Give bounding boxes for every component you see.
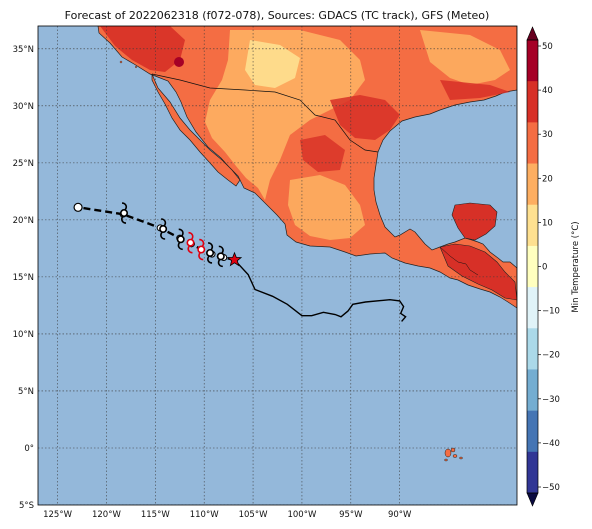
lon-tick-label: 95°W (339, 510, 363, 520)
colorbar-tick-label: 50 (542, 42, 553, 52)
storm-symbol-icon (120, 202, 129, 224)
zone-cooler-central (288, 175, 365, 240)
storm-symbol-icon (206, 242, 215, 264)
zone-extreme-hot-spot (174, 57, 184, 67)
map-plot-area (38, 26, 517, 505)
colorbar-tick-label: 40 (542, 86, 553, 96)
colorbar-tick-label: −30 (542, 395, 560, 405)
lon-tick-label: 125°W (43, 510, 72, 520)
map-title: Forecast of 2022062318 (f072-078), Sourc… (65, 9, 490, 22)
lat-tick-label: 35°N (13, 45, 34, 55)
land-baja-california (151, 73, 241, 187)
colorbar-tick-label: −20 (542, 351, 560, 361)
colorbar-label: Min Temperature (°C) (571, 221, 581, 312)
lon-tick-label: 105°W (239, 510, 268, 520)
land-central-america (439, 243, 517, 301)
zone-cooler-highlands (205, 30, 365, 200)
lat-tick-label: 15°N (13, 273, 34, 283)
track-markers (73, 202, 243, 267)
lon-tick-label: 115°W (141, 510, 170, 520)
colorbar-segment (527, 328, 538, 370)
zone-hot-west (100, 26, 185, 72)
colorbar-tick-label: 0 (542, 263, 547, 273)
lat-tick-label: 30°N (13, 102, 34, 112)
lat-tick-label: 0° (24, 444, 34, 454)
lon-tick-label: 90°W (388, 510, 412, 520)
colorbar-segment (527, 40, 538, 82)
current-position-star-icon (226, 251, 243, 267)
lon-tick-label: 120°W (92, 510, 121, 520)
lon-tick-label: 100°W (287, 510, 316, 520)
map-gridlines (38, 26, 517, 505)
colorbar-segment (527, 410, 538, 453)
storm-symbol-icon (197, 238, 206, 261)
colorbar-segment (527, 163, 538, 206)
colorbar-tick-label: −40 (542, 439, 560, 449)
colorbar-segment (527, 122, 538, 164)
colorbar-segment (527, 81, 538, 123)
lon-tick-label: 110°W (190, 510, 219, 520)
storm-symbols (120, 202, 225, 268)
lat-tick-label: 20°N (13, 216, 34, 226)
lat-tick-label: 5°S (19, 501, 34, 511)
zone-hot-east (440, 80, 510, 100)
observed-track-line (233, 259, 407, 322)
colorbar-max-arrow (526, 26, 539, 41)
latitude-tick-labels: 35°N 30°N 25°N 20°N 15°N 10°N 5°N 0° 5°S (13, 45, 34, 511)
storm-symbol-icon (176, 228, 185, 251)
colorbar-tick-label: 30 (542, 130, 553, 140)
colorbar-segment (527, 451, 538, 494)
zone-mild (245, 40, 300, 88)
colorbar-segment (527, 369, 538, 411)
colorbar-tick-label: −10 (542, 307, 560, 317)
colorbar-min-arrow (526, 492, 539, 507)
revillagigedo-islands (119, 60, 137, 68)
colorbar-segment (527, 204, 538, 247)
colorbar-tick-label: −50 (542, 483, 560, 493)
track-end-point (73, 202, 83, 212)
lat-tick-label: 5°N (18, 387, 34, 397)
border-usa-mexico (151, 73, 379, 153)
storm-symbol-icon (159, 218, 168, 240)
lat-tick-label: 25°N (13, 159, 34, 169)
longitude-tick-labels: 125°W 120°W 115°W 110°W 105°W 100°W 95°W 90°W (43, 510, 412, 520)
border-guatemala (439, 246, 479, 276)
colorbar-tick-label: 20 (542, 174, 553, 184)
storm-symbol-icon (216, 245, 225, 268)
zone-hot-texas (330, 95, 400, 140)
storm-symbol-icon (186, 231, 195, 254)
colorbar-segment (527, 245, 538, 288)
colorbar-tick-label: 10 (542, 218, 553, 228)
colorbar-segment (527, 287, 538, 329)
land-yucatan (451, 202, 498, 241)
map-frame (37, 25, 518, 506)
colorbar: 50 40 30 20 10 0 −10 −20 −30 −40 −50 (526, 26, 560, 507)
lat-tick-label: 10°N (13, 330, 34, 340)
zone-mild-east (420, 30, 510, 85)
galapagos-islands (444, 447, 463, 462)
